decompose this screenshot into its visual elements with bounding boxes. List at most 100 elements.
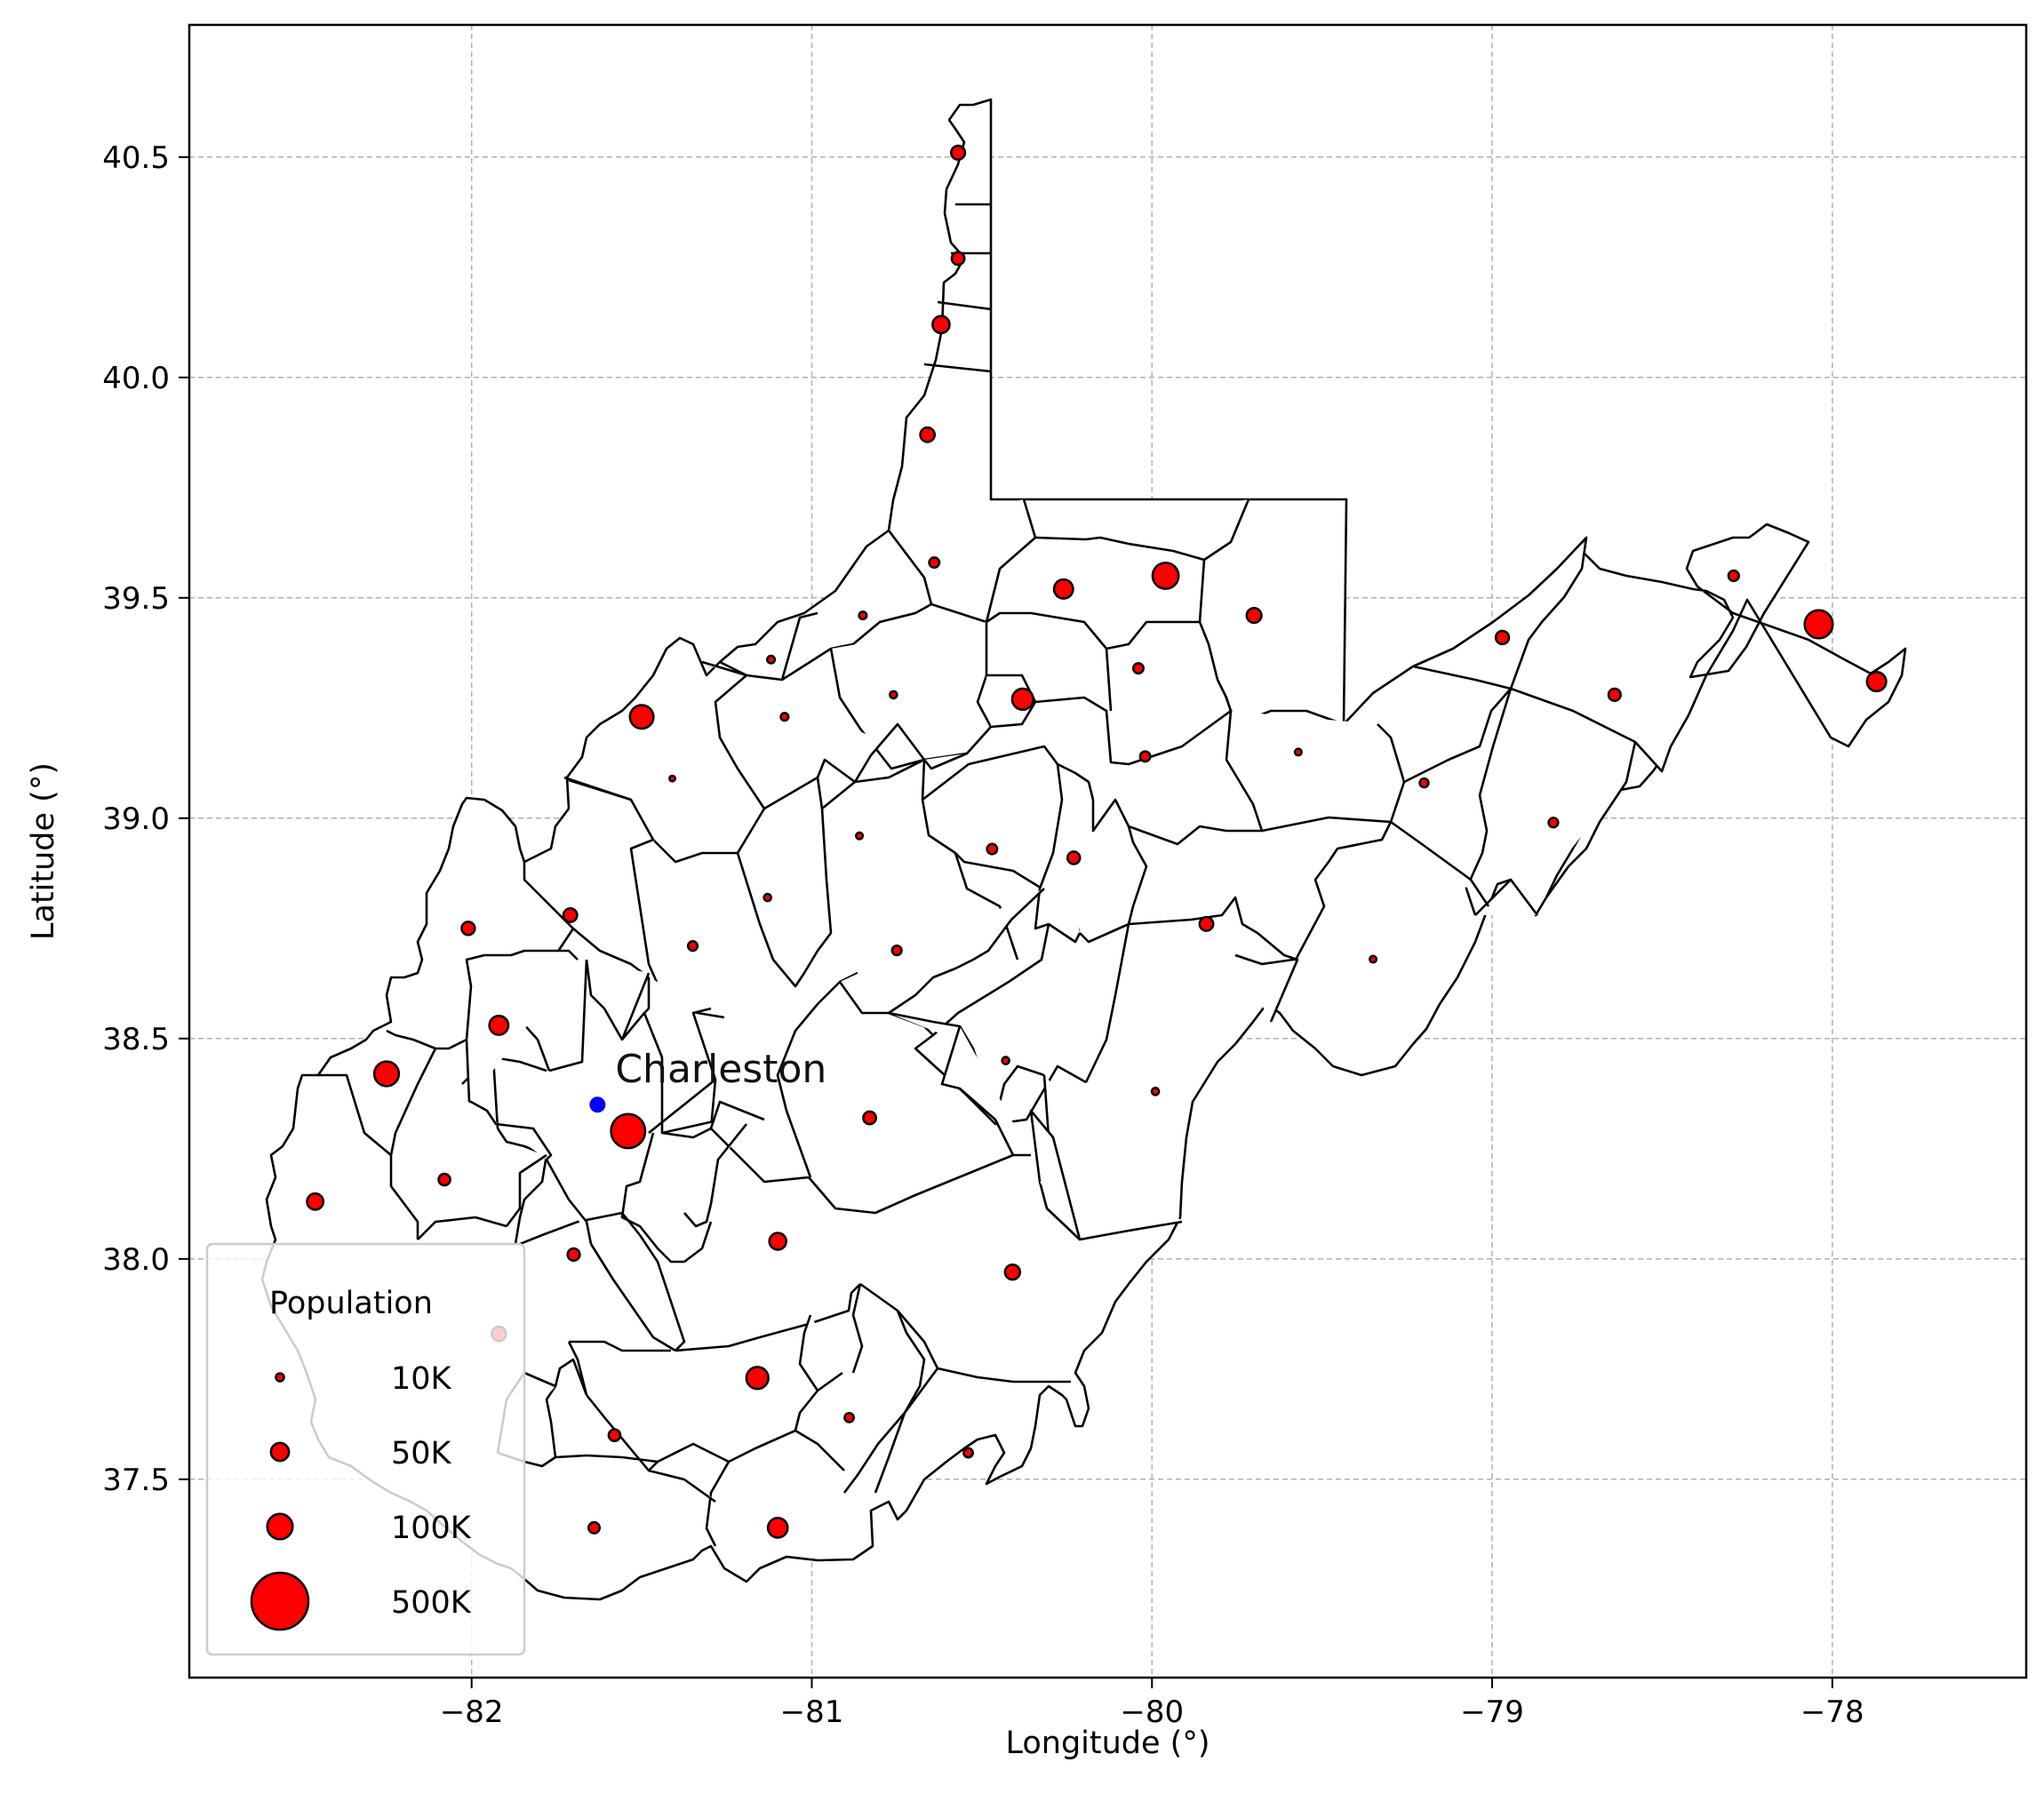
- county-line: [620, 1212, 642, 1236]
- county-line: [585, 959, 651, 1041]
- county-line: [589, 1243, 676, 1352]
- county-population-marker: [1151, 562, 1180, 590]
- legend-marker: [269, 1441, 291, 1463]
- county-line: [701, 660, 926, 810]
- county-population-marker: [1369, 954, 1378, 964]
- county-line: [802, 777, 833, 974]
- county-population-marker: [607, 1428, 622, 1443]
- county-line: [683, 1123, 748, 1228]
- county-population-marker: [779, 712, 790, 722]
- county-line: [986, 611, 1200, 650]
- county-population-marker: [488, 1014, 510, 1036]
- x-tick-label: −80: [1120, 1694, 1184, 1730]
- county-population-marker: [843, 1411, 855, 1423]
- county-line: [1545, 741, 1637, 898]
- county-population-marker: [460, 921, 476, 937]
- county-line: [705, 1429, 796, 1547]
- county-line: [874, 1367, 939, 1494]
- y-axis-label: Latitude (°): [26, 762, 61, 940]
- county-population-marker: [1066, 850, 1082, 865]
- county-line: [469, 1100, 553, 1160]
- county-population-marker: [950, 251, 966, 267]
- county-line: [1390, 820, 1490, 907]
- county-line: [808, 1153, 1014, 1215]
- legend-label: 500K: [391, 1585, 472, 1621]
- county-line: [1034, 498, 1250, 562]
- county-population-marker: [1547, 817, 1560, 829]
- county-line: [523, 862, 650, 979]
- y-tick-label: 40.5: [102, 140, 170, 176]
- county-line: [563, 776, 632, 801]
- legend-marker: [250, 1571, 310, 1631]
- county-line: [1084, 923, 1130, 1083]
- county-population-marker: [766, 654, 777, 665]
- legend-label: 50K: [391, 1436, 452, 1471]
- county-line: [1403, 665, 1513, 784]
- county-population-marker: [768, 1232, 787, 1251]
- county-population-marker: [1138, 750, 1152, 763]
- legend-label: 100K: [391, 1511, 472, 1546]
- capital-marker: [589, 1096, 606, 1113]
- y-tick-label: 37.5: [102, 1463, 170, 1498]
- county-population-marker: [566, 1247, 581, 1262]
- county-population-marker: [962, 1447, 974, 1459]
- county-population-marker: [1131, 662, 1145, 675]
- county-population-marker: [1494, 629, 1511, 646]
- county-population-marker: [1150, 1087, 1161, 1096]
- county-line: [683, 1221, 713, 1264]
- plot-frame: [188, 23, 2028, 1679]
- county-population-marker: [587, 1520, 601, 1535]
- x-tick-label: −81: [780, 1694, 844, 1730]
- county-population-marker: [372, 1060, 401, 1088]
- county-population-marker: [1245, 607, 1263, 625]
- county-population-marker: [862, 1110, 877, 1126]
- county-line: [798, 1314, 843, 1392]
- x-axis-ticks: −82 −81 −80 −79 −78: [440, 1678, 1864, 1730]
- county-line: [842, 1412, 906, 1494]
- county-line: [621, 1012, 645, 1041]
- county-line: [1128, 896, 1298, 961]
- county-line: [937, 300, 992, 311]
- county-population-marker: [1003, 1263, 1022, 1281]
- county-line: [1234, 953, 1299, 1023]
- county-line: [643, 977, 717, 1139]
- county-line: [923, 363, 992, 373]
- county-line: [896, 1310, 926, 1414]
- population-markers: [306, 144, 1888, 1539]
- capital-marker-group: Charleston: [589, 1047, 826, 1113]
- county-population-marker: [889, 690, 898, 700]
- y-tick-label: 40.0: [102, 361, 170, 396]
- county-line: [1105, 648, 1113, 712]
- county-line: [709, 1100, 810, 1184]
- y-tick-label: 39.0: [102, 801, 170, 837]
- county-population-marker: [1198, 915, 1215, 932]
- county-population-marker: [1865, 670, 1888, 693]
- county-population-marker: [1052, 578, 1074, 600]
- county-line: [620, 1132, 684, 1264]
- county-population-marker: [855, 831, 865, 841]
- county-line: [648, 1442, 730, 1471]
- county-population-marker: [1418, 777, 1430, 789]
- county-population-marker: [745, 1366, 770, 1391]
- county-line: [838, 888, 1045, 1015]
- county-line: [1029, 1109, 1082, 1240]
- county-population-marker: [1001, 1056, 1010, 1065]
- legend-marker: [275, 1372, 285, 1383]
- county-population-marker: [931, 315, 951, 335]
- legend-box: [205, 1242, 526, 1656]
- county-line: [922, 752, 968, 770]
- county-line: [569, 1340, 671, 1352]
- legend-marker: [266, 1512, 294, 1541]
- county-line: [505, 1153, 547, 1227]
- county-population-marker: [919, 426, 936, 443]
- county-population-marker: [668, 774, 676, 783]
- county-line: [1509, 537, 1588, 690]
- county-line: [465, 949, 579, 1103]
- county-line: [1198, 559, 1219, 681]
- county-line: [821, 758, 1082, 934]
- county-population-marker: [928, 556, 941, 570]
- capital-label: Charleston: [615, 1047, 826, 1092]
- county-line: [1128, 825, 1262, 846]
- county-line: [780, 611, 818, 681]
